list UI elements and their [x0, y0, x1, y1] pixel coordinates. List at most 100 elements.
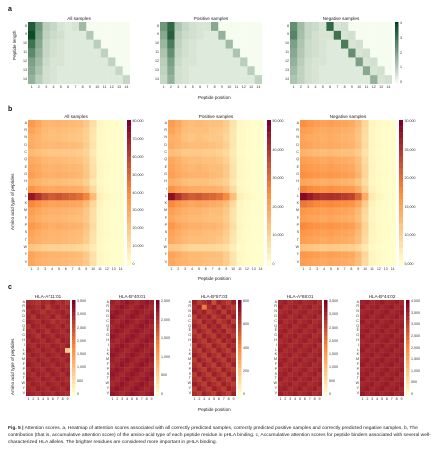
- panel-b-heatmap-1-colorbar: [127, 120, 131, 266]
- panel-c-heatmap-4-cell: [282, 362, 288, 368]
- panel-b-heatmap-3-cell: [389, 229, 396, 237]
- panel-b-heatmap-2-cell: [257, 127, 264, 135]
- panel-a-heatmap-3-colorbar-step: [395, 42, 399, 46]
- panel-c-heatmap-1-cell: [55, 328, 61, 334]
- panel-b-heatmap-1-colorbar-step: [127, 186, 131, 194]
- panel-a-heatmap-1-cell: [71, 39, 80, 49]
- panel-c-heatmap-4-cell: [282, 372, 288, 377]
- panel-b-heatmap-2-row-label: P: [164, 223, 167, 228]
- panel-b-heatmap-3-cell: [368, 258, 376, 266]
- panel-b-heatmap-3-col-label: 1: [302, 266, 305, 271]
- panel-b-heatmap-2-cell: [222, 258, 230, 266]
- panel-a-heatmap-3-cell: [290, 39, 298, 49]
- panel-b-heatmap-3-cell: [313, 120, 321, 128]
- panel-c-heatmap-2-cell: [110, 338, 116, 344]
- panel-c-heatmap-3-cell: [231, 381, 236, 387]
- panel-b-heatmap-3-cell: [348, 236, 356, 245]
- panel-b-heatmap-3-cell: [300, 193, 308, 201]
- panel-b-heatmap-1-cell: [55, 222, 63, 230]
- panel-c-heatmap-2-cell: [119, 328, 125, 334]
- panel-a-heatmap-3-col-label: 12: [371, 84, 376, 89]
- panel-c-heatmap-3-cell: [221, 319, 227, 325]
- panel-c-heatmap-2-cell: [124, 367, 130, 373]
- panel-b-heatmap-1-cell: [103, 214, 111, 223]
- panel-a-heatmap-3-cell: [311, 30, 320, 40]
- panel-c-heatmap-5-cell: [394, 352, 400, 358]
- panel-a-heatmap-3-cell: [290, 22, 298, 32]
- panel-b-heatmap-2-cell: [236, 244, 244, 252]
- panel-a-heatmap-2-cell: [196, 66, 204, 76]
- panel-b-heatmap-1-cell: [55, 141, 63, 150]
- panel-a-heatmap-1-col-label: 2: [37, 84, 40, 89]
- panel-c-heatmap-1-cell: [50, 367, 56, 373]
- panel-a-heatmap-3-cell: [290, 30, 298, 40]
- panel-c-heatmap-1-cell: [26, 372, 32, 377]
- panel-c-heatmap-5-cell: [389, 319, 395, 325]
- panel-c-heatmap-4-cell: [307, 333, 313, 339]
- panel-b-heatmap-3-cell: [361, 141, 369, 150]
- panel-b-heatmap-3-cell: [327, 163, 335, 172]
- panel-b-heatmap-3-cell: [354, 141, 362, 150]
- panel-b-heatmap-3-colorbar-step: [399, 180, 403, 188]
- panel-b-heatmap-3-colorbar-tick: 5,000: [404, 262, 414, 266]
- panel-b-heatmap-2-col-label: 5: [197, 266, 200, 271]
- panel-c-heatmap-2-cell: [149, 376, 154, 382]
- panel-b-heatmap-1-row-label: L: [25, 193, 27, 198]
- panel-a-heatmap-3-cell: [341, 75, 349, 84]
- panel-b-heatmap-3-colorbar-tick: 10,000: [404, 233, 416, 238]
- panel-c-heatmap-3-cell: [221, 386, 227, 392]
- panel-c-heatmap-5-cell: [374, 381, 380, 387]
- panel-b-heatmap-2-cell: [181, 134, 189, 143]
- panel-c-heatmap-5-cell: [360, 362, 366, 368]
- panel-c-heatmap-2-colorbar-step: [156, 368, 160, 373]
- panel-b-heatmap-3-cell: [334, 193, 342, 201]
- panel-c-heatmap-1-cell: [55, 309, 61, 315]
- panel-b-heatmap-3-cell: [306, 178, 314, 186]
- panel-c-heatmap-4-cell: [278, 314, 284, 320]
- panel-b-heatmap-1-cell: [96, 258, 104, 266]
- panel-c-heatmap-3-cell: [196, 372, 202, 377]
- panel-a-heatmap-3-cell: [355, 22, 364, 32]
- panel-c-heatmap-3-row-label: I: [190, 342, 191, 347]
- panel-c-heatmap-4-cell: [302, 381, 308, 387]
- panel-b-heatmap-1-cell: [89, 134, 97, 143]
- panel-c-heatmap-3-cell: [192, 386, 198, 392]
- panel-c-heatmap-3-cell: [206, 362, 212, 368]
- panel-c-heatmap-4-colorbar-step: [324, 376, 328, 381]
- panel-b-heatmap-1-cell: [117, 171, 124, 179]
- panel-a-heatmap-2-cell: [189, 22, 197, 32]
- panel-c-heatmap-5-cell: [399, 386, 404, 392]
- panel-c-heatmap-2-cell: [134, 314, 140, 320]
- panel-a-heatmap-3-cell: [377, 57, 385, 67]
- panel-b-heatmap-3-cell: [327, 149, 335, 157]
- panel-c-heatmap-1-cell: [60, 338, 66, 344]
- panel-a-heatmap-2-cell: [240, 48, 248, 58]
- panel-c-heatmap-1-cell: [45, 357, 51, 363]
- panel-b-heatmap-3-cell: [334, 163, 342, 172]
- panel-b-heatmap-2-cell: [229, 258, 237, 266]
- panel-c-heatmap-3-cell: [206, 314, 212, 320]
- panel-c-heatmap-5-colorbar-step: [406, 388, 410, 393]
- panel-b-heatmap-2-cell: [257, 251, 264, 259]
- panel-c-heatmap-3-cell: [211, 357, 217, 363]
- panel-b-heatmap-1-cell: [76, 200, 84, 208]
- panel-b-heatmap-1-cell: [41, 134, 49, 143]
- panel-c-heatmap-4-cell: [287, 314, 293, 320]
- panel-c-heatmap-1-cell: [65, 348, 70, 353]
- panel-c-heatmap-2-cell: [144, 367, 150, 373]
- panel-c-heatmap-2-colorbar-step: [156, 320, 160, 325]
- panel-b-heatmap-2-cell: [202, 244, 210, 252]
- panel-b-heatmap-2-cell: [174, 222, 182, 230]
- panel-b-heatmap-2-colorbar-step: [267, 162, 271, 169]
- panel-a-heatmap-3-cell: [341, 22, 349, 32]
- panel-a-heatmap-2-cell: [211, 30, 219, 40]
- panel-b-heatmap-2-cell: [174, 214, 182, 223]
- panel-c-heatmap-3-cell: [206, 367, 212, 373]
- panel-b-heatmap-2-cell: [250, 120, 258, 128]
- panel-b-heatmap-3-cell: [313, 258, 321, 266]
- panel-b-heatmap-1-cell: [69, 171, 77, 179]
- panel-c-heatmap-2-cell: [110, 372, 116, 377]
- panel-a-heatmap-1-cell: [42, 22, 51, 32]
- panel-c-heatmap-5-cell: [379, 324, 385, 329]
- panel-b-heatmap-2-cell: [202, 258, 210, 266]
